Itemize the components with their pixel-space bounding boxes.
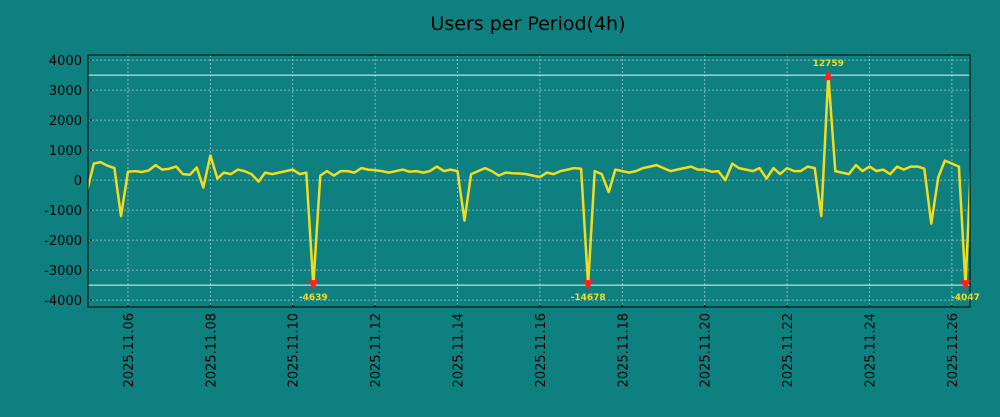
annotation-label: -4047 xyxy=(951,293,980,303)
x-tick-label: 2025.11.06 xyxy=(122,313,137,387)
x-tick-label: 2025.11.10 xyxy=(287,313,302,387)
annotation-marker xyxy=(583,280,594,291)
x-tick-label: 2025.11.18 xyxy=(616,313,631,387)
annotation-label: -4639 xyxy=(299,293,328,303)
x-tick-label: 2025.11.20 xyxy=(699,313,714,387)
x-tick-label: 2025.11.16 xyxy=(534,313,549,387)
y-tick-label: 4000 xyxy=(49,54,82,69)
x-tick-label: 2025.11.26 xyxy=(946,313,961,387)
x-tick-label: 2025.11.22 xyxy=(781,313,796,387)
y-tick-label: 2000 xyxy=(49,114,82,129)
plot-area xyxy=(88,73,970,287)
y-tick-label: -4000 xyxy=(44,294,82,309)
annotation-marker xyxy=(823,70,834,81)
annotation-marker xyxy=(308,280,319,291)
x-tick-label: 2025.11.24 xyxy=(863,313,878,387)
data-line xyxy=(88,73,970,287)
y-tick-label: 3000 xyxy=(49,84,82,99)
plot-frame xyxy=(87,54,971,308)
y-tick-label: 1000 xyxy=(49,144,82,159)
x-tick-label: 2025.11.12 xyxy=(369,313,384,387)
y-tick-label: -2000 xyxy=(44,234,82,249)
chart-title: Users per Period(4h) xyxy=(430,13,625,35)
y-tick-label: -3000 xyxy=(44,264,82,279)
annotation-marker xyxy=(960,280,971,291)
annotation-label: 12759 xyxy=(813,59,844,69)
x-tick-label: 2025.11.08 xyxy=(204,313,219,387)
annotation-label: -14678 xyxy=(571,293,606,303)
y-tick-label: 0 xyxy=(74,174,82,189)
x-tick-label: 2025.11.14 xyxy=(452,313,467,387)
y-tick-label: -1000 xyxy=(44,204,82,219)
